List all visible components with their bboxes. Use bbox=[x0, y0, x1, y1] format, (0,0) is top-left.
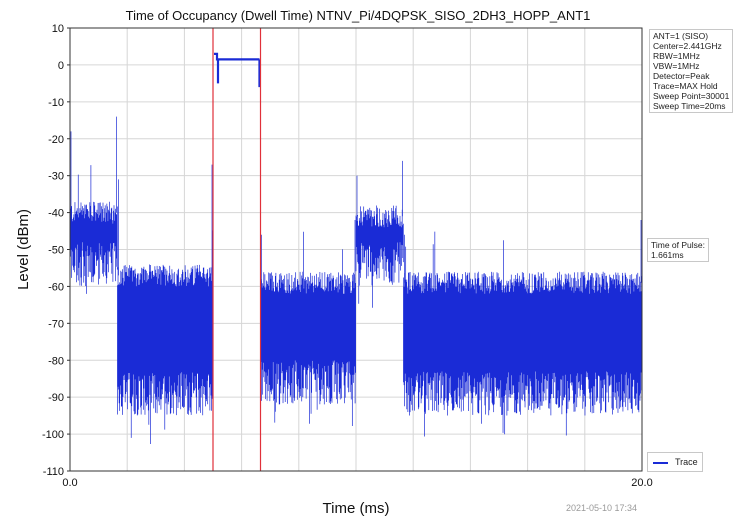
y-tick-label: -100 bbox=[42, 429, 64, 441]
settings-line: Sweep Point=30001 bbox=[653, 91, 730, 101]
timestamp: 2021-05-10 17:34 bbox=[566, 503, 638, 513]
y-tick-label: -30 bbox=[48, 171, 64, 183]
chart-title: Time of Occupancy (Dwell Time) NTNV_Pi/4… bbox=[126, 8, 591, 23]
x-axis-label: Time (ms) bbox=[323, 500, 390, 517]
trace-segment bbox=[260, 219, 356, 426]
y-tick-label: -80 bbox=[48, 355, 64, 367]
trace-segment bbox=[69, 116, 118, 294]
x-tick-label: 20.0 bbox=[631, 477, 652, 489]
time-of-pulse-box: Time of Pulse: 1.661ms bbox=[647, 238, 709, 262]
y-tick-label: -20 bbox=[48, 134, 64, 146]
y-axis-ticks: 10 0 -10 -20 -30 -40 -50 -60 -70 -80 -90 -100 -110 bbox=[42, 23, 70, 478]
settings-line: Trace=MAX Hold bbox=[653, 81, 718, 91]
y-axis-label: Level (dBm) bbox=[15, 209, 32, 290]
settings-line: Sweep Time=20ms bbox=[653, 101, 726, 111]
trace-segment bbox=[403, 219, 642, 437]
x-tick-label: 0.0 bbox=[62, 477, 77, 489]
trace-segment bbox=[117, 164, 213, 444]
settings-line: Detector=Peak bbox=[653, 71, 710, 81]
pulse-label: Time of Pulse: bbox=[651, 240, 706, 250]
x-axis-ticks: 0.0 20.0 bbox=[62, 477, 652, 489]
legend-label: Trace bbox=[675, 457, 698, 467]
legend-swatch bbox=[653, 462, 668, 464]
settings-line: VBW=1MHz bbox=[653, 61, 700, 71]
pulse-markers bbox=[212, 28, 262, 471]
measurement-settings-box: ANT=1 (SISO) Center=2.441GHz RBW=1MHz VB… bbox=[649, 29, 733, 113]
y-tick-label: 10 bbox=[52, 23, 64, 35]
y-tick-label: -90 bbox=[48, 392, 64, 404]
y-tick-label: -50 bbox=[48, 245, 64, 257]
trace-segment bbox=[214, 52, 261, 88]
pulse-value: 1.661ms bbox=[651, 250, 684, 260]
y-tick-label: -10 bbox=[48, 97, 64, 109]
y-tick-label: -110 bbox=[43, 466, 64, 478]
trace-segment bbox=[355, 160, 404, 308]
settings-line: RBW=1MHz bbox=[653, 51, 700, 61]
settings-line: Center=2.441GHz bbox=[653, 41, 722, 51]
y-tick-label: -70 bbox=[48, 318, 64, 330]
settings-line: ANT=1 (SISO) bbox=[653, 31, 709, 41]
trace-series bbox=[69, 52, 642, 444]
y-tick-label: 0 bbox=[58, 60, 64, 72]
y-tick-label: -40 bbox=[48, 208, 64, 220]
legend: Trace bbox=[647, 452, 703, 472]
y-tick-label: -60 bbox=[48, 281, 64, 293]
